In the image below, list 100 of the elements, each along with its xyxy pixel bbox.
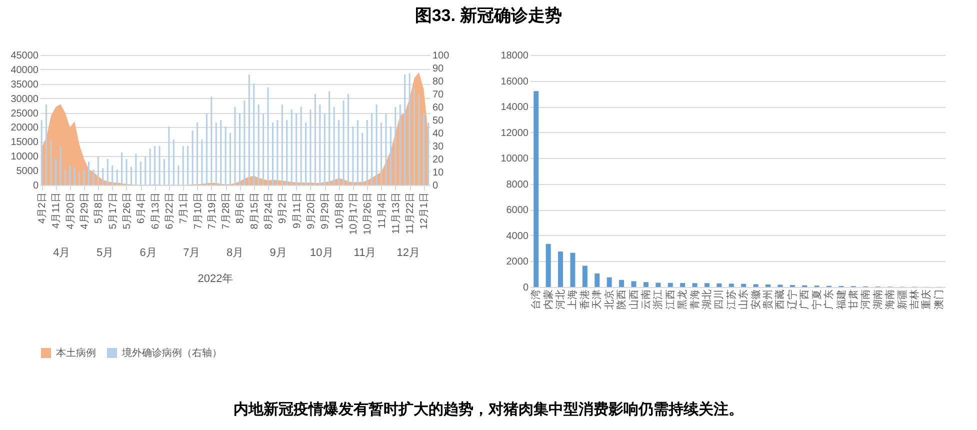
x-tick-label: 广西 [798,290,811,310]
x-tick-label: 海南 [884,290,896,310]
x-tick-label: 山东 [738,290,750,310]
x-tick-label: 6月4日 [136,192,148,224]
y-tick-label: 5000 [16,166,39,178]
y2-tick-label: 50 [432,116,444,126]
y-tick-label: 18000 [500,50,529,62]
x-tick-label: 重庆 [920,290,933,310]
x-tick-label: 湖北 [700,290,713,310]
x-tick-label: 8月15日 [249,192,260,230]
x-tick-label: 4月2日 [37,192,48,224]
x-tick-label: 6月13日 [150,192,162,230]
y2-tick-label: 40 [432,128,444,140]
text: 12月 [396,247,420,259]
x-tick-label: 江西 [664,290,676,310]
text: 7月 [183,247,200,259]
y-tick-label: 14000 [500,102,529,114]
x-tick-label: 10月26日 [362,192,374,235]
x-tick-label: 香港 [578,290,591,310]
x-tick-label: 12月1日 [419,192,430,230]
x-tick-label: 7月28日 [221,192,232,230]
y-tick-label: 45000 [10,50,39,62]
y2-tick-label: 80 [432,76,444,88]
x-tick-label: 台湾 [530,290,542,310]
x-tick-label: 11月13日 [390,192,402,234]
y-tick-label: 40000 [10,64,39,76]
x-tick-label: 7月1日 [178,192,190,224]
x-tick-label: 8月6日 [235,192,246,224]
x-tick-label: 11月22日 [405,192,416,234]
x-tick-label: 山西 [628,290,640,310]
x-tick-label: 4月11日 [51,192,62,228]
y-tick-label: 6000 [506,205,529,216]
y-tick-label: 35000 [10,79,39,90]
x-tick-label: 陕西 [616,290,628,310]
x-tick-label: 宁夏 [810,290,823,310]
x-tick-label: 澳门 [932,290,945,310]
x-tick-label: 10月8日 [334,192,346,230]
x-tick-label: 吉林 [908,290,920,310]
x-tick-label: 辽宁 [786,290,798,310]
y2-tick-label: 20 [432,154,444,166]
x-tick-label: 9月20日 [306,192,317,230]
y-tick-label: 2000 [506,256,529,268]
x-tick-label: 11月4日 [376,192,388,228]
y-tick-label: 16000 [500,76,529,88]
x-tick-label: 西藏 [774,290,786,310]
y2-tick-label: 100 [432,50,450,62]
x-tick-label: 江苏 [725,290,738,310]
x-tick-label: 贵州 [762,290,774,310]
y-tick-label: 10000 [10,152,39,163]
text: 5月 [96,247,114,259]
legend-label: 境外确诊病例（右轴） [121,347,222,359]
y-tick-label: 15000 [10,137,39,148]
x-tick-label: 北京 [603,290,616,310]
x-tick-label: 5月17日 [108,192,119,230]
y-tick-label: 25000 [10,108,39,120]
x-tick-label: 河北 [554,290,567,310]
y2-tick-label: 60 [432,102,444,114]
legend-label: 本土病例 [56,347,96,359]
x-tick-label: 四川 [713,290,726,310]
y-tick-label: 12000 [500,128,529,139]
x-tick-label: 7月19日 [206,192,218,230]
text: 10月 [310,247,334,259]
text: 6月 [140,247,157,259]
y-tick-label: 10000 [500,154,529,165]
y2-tick-label: 10 [432,168,444,178]
x-tick-label: 5月26日 [122,192,133,230]
text: 4月 [53,247,70,259]
x-tick-label: 内蒙 [542,290,554,310]
x-tick-label: 广东 [823,290,836,310]
y-tick-label: 0 [32,180,39,192]
y2-tick-label: 0 [432,180,438,192]
x-tick-label: 黑龙 [676,290,689,310]
text: 图33. 新冠确诊走势 [414,5,564,27]
text: 11月 [354,247,376,259]
x-tick-label: 福建 [835,290,848,310]
x-tick-label: 7月10日 [192,192,204,230]
x-tick-label: 8月24日 [264,192,275,230]
x-tick-label: 甘肃 [847,290,860,310]
x-tick-label: 4月29日 [80,192,91,230]
x-tick-label: 5月8日 [94,192,105,224]
x-tick-label: 9月2日 [278,192,289,224]
x-tick-label: 上海 [566,290,579,310]
y2-tick-label: 30 [432,142,444,152]
text: 2022年 [198,273,234,285]
x-tick-label: 天津 [591,290,604,310]
y-tick-label: 8000 [506,179,529,190]
x-tick-label: 安徽 [750,290,762,310]
x-tick-label: 10月17日 [348,192,360,235]
x-tick-label: 河南 [860,290,872,310]
y-tick-label: 4000 [506,230,529,242]
x-tick-label: 新疆 [896,290,908,310]
text: 内地新冠疫情爆发有暂时扩大的趋势，对猪肉集中型消费影响仍需持续关注。 [232,400,744,419]
x-tick-label: 云南 [640,290,652,310]
text: 8月 [226,247,244,259]
y2-tick-label: 90 [432,64,444,74]
x-tick-label: 4月20日 [65,192,76,230]
y-tick-label: 0 [522,282,529,294]
y2-tick-label: 70 [432,90,444,100]
x-tick-label: 9月29日 [320,192,332,230]
x-tick-label: 青海 [688,290,701,310]
